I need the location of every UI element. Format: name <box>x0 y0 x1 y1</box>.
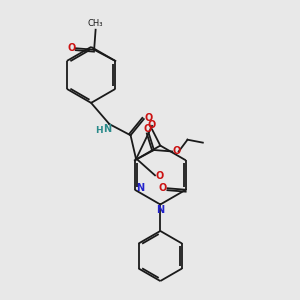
Text: O: O <box>158 183 166 193</box>
Text: N: N <box>156 205 164 215</box>
Text: O: O <box>143 124 151 134</box>
Text: O: O <box>172 146 180 157</box>
Text: O: O <box>144 112 153 123</box>
Text: O: O <box>67 43 75 53</box>
Text: O: O <box>147 120 156 130</box>
Text: N: N <box>103 124 111 134</box>
Text: CH₃: CH₃ <box>88 19 103 28</box>
Text: O: O <box>155 171 163 181</box>
Text: H: H <box>95 126 103 135</box>
Text: N: N <box>136 183 144 193</box>
